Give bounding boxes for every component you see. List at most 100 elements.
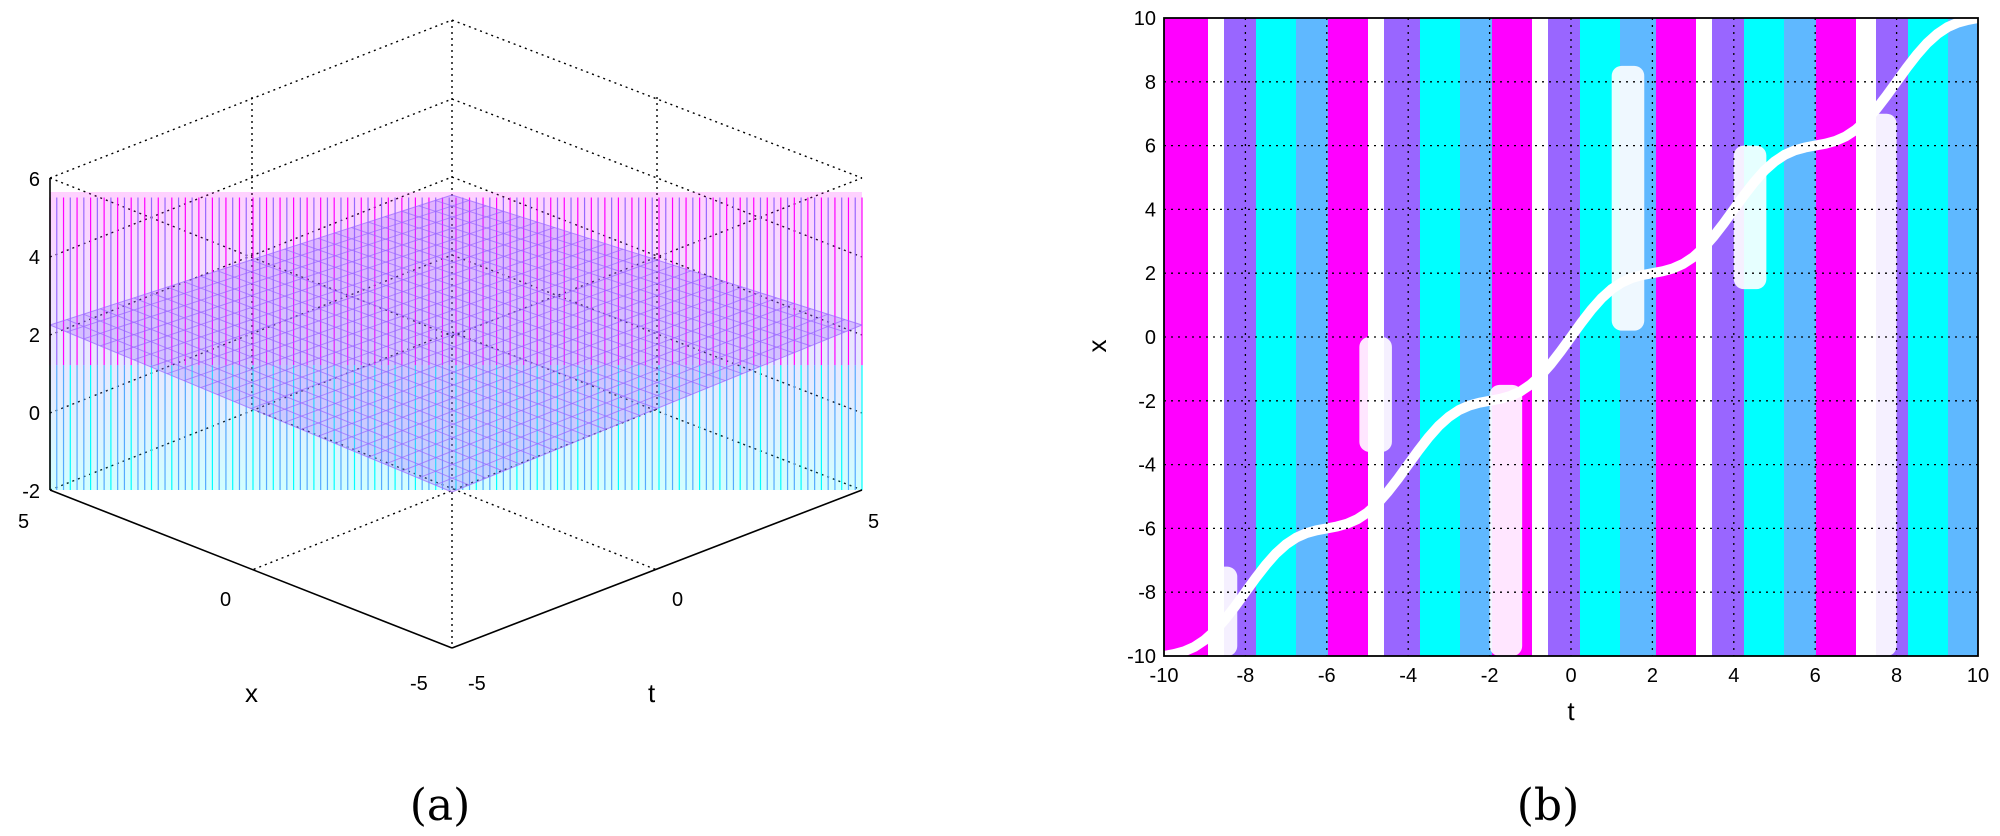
heatmap-stripe — [1672, 18, 1677, 656]
x-tick: -5 — [410, 673, 428, 695]
heatmap-stripe — [1248, 18, 1253, 656]
heatmap-stripe — [1460, 18, 1465, 656]
heatmap-stripe — [1252, 18, 1257, 656]
heatmap-stripe — [1340, 18, 1345, 656]
heatmap-stripe — [1760, 18, 1765, 656]
heatmap-stripe — [1832, 18, 1837, 656]
x-tick: 4 — [1728, 665, 1739, 687]
heatmap-stripe — [1896, 18, 1901, 656]
heatmap-stripe — [1416, 18, 1421, 656]
heatmap-stripe — [1356, 18, 1361, 656]
heatmap-stripe — [1732, 18, 1737, 656]
y-tick: 4 — [1145, 199, 1156, 221]
heatmap-stripe — [1292, 18, 1297, 656]
heatmap-stripe — [1720, 18, 1725, 656]
heatmap-x-axis-label: t — [1567, 696, 1575, 726]
heatmap-stripe — [1788, 18, 1793, 656]
heatmap-stripe — [1816, 18, 1821, 656]
heatmap-stripe — [1180, 18, 1185, 656]
heatmap-stripe — [1628, 18, 1633, 656]
heatmap-stripe — [1956, 18, 1961, 656]
surface — [49, 192, 863, 493]
heatmap-grid — [1164, 18, 1978, 656]
heatmap-stripe — [1900, 18, 1905, 656]
mesh-line — [401, 210, 811, 347]
heatmap-stripe — [1584, 18, 1589, 656]
heatmap-stripe — [1300, 18, 1305, 656]
heatmap-stripe — [1392, 18, 1397, 656]
heatmap-y-ticks: 10 8 6 4 2 0 -2 -4 -6 -8 -10 — [1127, 8, 1156, 668]
heatmap-stripe — [1712, 18, 1717, 656]
surface-axes — [49, 178, 863, 649]
mesh-line — [435, 319, 846, 486]
heatmap-stripe — [1612, 18, 1617, 656]
heatmap-stripe — [1388, 18, 1393, 656]
y-tick: -8 — [1138, 582, 1156, 604]
heatmap-stripe — [1448, 18, 1453, 656]
heatmap-stripe — [1552, 18, 1557, 656]
t-axis-label: t — [648, 678, 656, 708]
y-tick: -2 — [1138, 391, 1156, 413]
heatmap-stripe — [1420, 18, 1425, 656]
heatmap-stripe — [1636, 18, 1641, 656]
heatmap-stripe — [1812, 18, 1817, 656]
x-tick: -10 — [1150, 665, 1179, 687]
heatmap-stripe — [1192, 18, 1197, 656]
heatmap-stripe — [1684, 18, 1689, 656]
y-tick: -4 — [1138, 455, 1156, 477]
heatmap-stripe — [1188, 18, 1193, 656]
heatmap-stripe — [1432, 18, 1437, 656]
heatmap-stripe — [1508, 18, 1513, 656]
heatmap-stripe — [1656, 18, 1661, 656]
heatmap-stripe — [1216, 18, 1221, 656]
heatmap-stripe — [1304, 18, 1309, 656]
z-tick: 0 — [29, 403, 40, 425]
heatmap-stripe — [1348, 18, 1353, 656]
panel-a-caption: (a) — [410, 780, 471, 831]
heatmap-stripe — [1752, 18, 1757, 656]
heatmap-stripe — [1644, 18, 1649, 656]
heatmap-stripe — [1172, 18, 1177, 656]
heatmap-stripe — [1728, 18, 1733, 656]
mesh-line — [384, 302, 794, 465]
heatmap-stripe — [1740, 18, 1745, 656]
heatmap-stripe — [1264, 18, 1269, 656]
heatmap-stripe — [1452, 18, 1457, 656]
t-tick: -5 — [468, 673, 486, 695]
y-tick: 0 — [1145, 327, 1156, 349]
heatmap-stripe — [1336, 18, 1341, 656]
surface-mesh-lines — [49, 194, 863, 493]
heatmap-stripe — [1784, 18, 1789, 656]
heatmap-stripe — [1704, 18, 1709, 656]
heatmap-stripe — [1852, 18, 1857, 656]
heatmap-stripe — [1468, 18, 1473, 656]
heatmap-stripe — [1488, 18, 1493, 656]
y-tick: -10 — [1127, 646, 1156, 668]
y-tick: 2 — [1145, 263, 1156, 285]
heatmap-stripe — [1272, 18, 1277, 656]
heatmap-stripe — [1664, 18, 1669, 656]
heatmap-stripe — [1608, 18, 1613, 656]
heatmap-stripe — [1208, 18, 1213, 656]
heatmap-white-region — [1489, 384, 1523, 656]
heatmap-stripe — [1396, 18, 1401, 656]
x-tick: 10 — [1967, 665, 1989, 687]
heatmap-stripe — [1920, 18, 1925, 656]
heatmap-stripe — [1320, 18, 1325, 656]
heatmap-stripe — [1916, 18, 1921, 656]
heatmap-stripe — [1620, 18, 1625, 656]
z-tick: -2 — [22, 481, 40, 503]
x-axis-label: x — [245, 678, 258, 708]
x-axis-ticks: 5 0 -5 — [18, 511, 428, 695]
x-tick: 6 — [1810, 665, 1821, 687]
heatmap-stripe — [1924, 18, 1929, 656]
heatmap-stripe — [1524, 18, 1529, 656]
y-tick: 8 — [1145, 72, 1156, 94]
heatmap-stripe — [1972, 18, 1977, 656]
heatmap-stripe — [1908, 18, 1913, 656]
heatmap-stripe — [1648, 18, 1653, 656]
heatmap-stripe — [1276, 18, 1281, 656]
heatmap-stripe — [1756, 18, 1761, 656]
